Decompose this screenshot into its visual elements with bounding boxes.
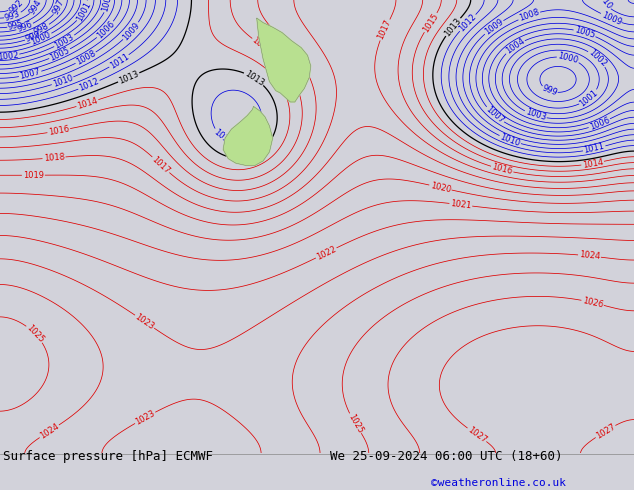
Text: 1006: 1006 [95,19,116,41]
Text: 1019: 1019 [23,171,44,180]
Text: 993: 993 [4,9,22,23]
Text: 998: 998 [32,21,51,37]
Text: 1017: 1017 [376,18,393,41]
Text: 1015: 1015 [250,35,273,55]
Text: 1024: 1024 [38,422,60,441]
Text: 997: 997 [51,0,66,16]
Text: 1006: 1006 [588,116,611,132]
Text: 1017: 1017 [150,154,172,175]
Text: 1008: 1008 [518,8,541,24]
Text: 1007: 1007 [19,68,41,81]
Text: 1021: 1021 [450,199,472,210]
Text: 1001: 1001 [578,88,600,108]
Text: 1009: 1009 [121,21,141,42]
Text: 1023: 1023 [133,312,156,331]
Text: 1005: 1005 [573,25,596,40]
Text: 1011: 1011 [108,52,131,71]
Text: 1008: 1008 [74,49,97,67]
Text: 1003: 1003 [524,108,547,122]
Text: 1014: 1014 [581,157,604,170]
Text: 1005: 1005 [48,46,71,63]
Text: 992: 992 [7,0,25,15]
Text: 1016: 1016 [491,162,514,176]
Text: 999: 999 [541,84,559,98]
Text: 999: 999 [24,30,42,44]
Text: 1003: 1003 [53,32,76,50]
Text: 995: 995 [7,19,25,32]
Text: 1013: 1013 [117,69,140,86]
Polygon shape [257,18,311,102]
Text: 1027: 1027 [594,422,617,441]
Text: 1012: 1012 [211,127,233,147]
Text: 1026: 1026 [581,296,604,309]
Text: 1016: 1016 [48,124,70,137]
Text: 1004: 1004 [100,0,115,13]
Text: 1000: 1000 [30,30,53,47]
Text: 1015: 1015 [421,11,440,34]
Text: 1022: 1022 [315,244,338,262]
Text: 1010: 1010 [499,132,522,148]
Text: 1007: 1007 [484,105,506,125]
Text: 1010: 1010 [594,0,614,11]
Text: Surface pressure [hPa] ECMWF: Surface pressure [hPa] ECMWF [3,450,213,463]
Text: 1024: 1024 [579,250,600,262]
Text: 1012: 1012 [77,77,100,93]
Text: 1025: 1025 [25,323,46,344]
Text: 1002: 1002 [586,48,608,69]
Text: 1023: 1023 [134,409,157,427]
Text: 1020: 1020 [429,181,451,194]
Text: 1004: 1004 [503,37,526,56]
Text: 1025: 1025 [346,412,365,435]
Text: 1009: 1009 [600,10,623,27]
Text: 1002: 1002 [0,50,19,62]
Text: 1027: 1027 [466,425,488,444]
Text: 1009: 1009 [482,17,505,37]
Polygon shape [223,106,273,166]
Text: 1013: 1013 [243,69,266,88]
Text: 1001: 1001 [75,0,93,23]
Text: 1013: 1013 [443,16,463,38]
Text: ©weatheronline.co.uk: ©weatheronline.co.uk [431,478,566,488]
Text: 1011: 1011 [583,142,605,155]
Text: 1012: 1012 [457,12,478,33]
Text: 1000: 1000 [557,51,579,65]
Text: We 25-09-2024 06:00 UTC (18+60): We 25-09-2024 06:00 UTC (18+60) [330,450,562,463]
Text: 994: 994 [28,0,44,16]
Text: 1014: 1014 [76,96,99,111]
Text: 1018: 1018 [43,152,65,163]
Text: 1010: 1010 [51,73,74,89]
Text: 996: 996 [16,20,34,34]
